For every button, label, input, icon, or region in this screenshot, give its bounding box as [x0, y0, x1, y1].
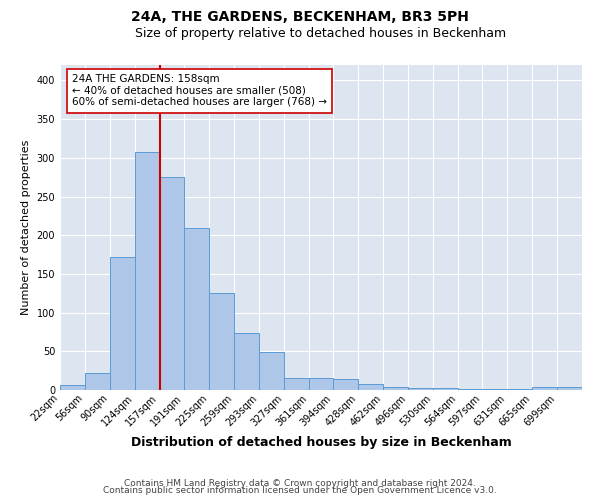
X-axis label: Distribution of detached houses by size in Beckenham: Distribution of detached houses by size … — [131, 436, 511, 449]
Bar — [458, 389, 482, 390]
Bar — [259, 352, 284, 390]
Bar — [184, 228, 209, 390]
Bar — [557, 387, 582, 390]
Bar — [85, 373, 110, 390]
Text: 24A, THE GARDENS, BECKENHAM, BR3 5PH: 24A, THE GARDENS, BECKENHAM, BR3 5PH — [131, 10, 469, 24]
Bar — [159, 177, 184, 390]
Y-axis label: Number of detached properties: Number of detached properties — [21, 140, 31, 315]
Title: Size of property relative to detached houses in Beckenham: Size of property relative to detached ho… — [136, 27, 506, 40]
Bar — [408, 388, 433, 390]
Bar — [532, 387, 557, 390]
Text: Contains public sector information licensed under the Open Government Licence v3: Contains public sector information licen… — [103, 486, 497, 495]
Bar — [135, 152, 159, 390]
Bar — [309, 378, 333, 390]
Bar — [383, 387, 408, 390]
Bar — [284, 378, 309, 390]
Bar — [209, 294, 234, 390]
Bar — [358, 384, 383, 390]
Text: 24A THE GARDENS: 158sqm
← 40% of detached houses are smaller (508)
60% of semi-d: 24A THE GARDENS: 158sqm ← 40% of detache… — [72, 74, 327, 108]
Bar — [482, 389, 507, 390]
Bar — [234, 332, 259, 390]
Bar — [507, 389, 532, 390]
Bar — [333, 379, 358, 390]
Bar — [433, 388, 458, 390]
Bar — [110, 257, 135, 390]
Text: Contains HM Land Registry data © Crown copyright and database right 2024.: Contains HM Land Registry data © Crown c… — [124, 478, 476, 488]
Bar — [60, 384, 85, 390]
